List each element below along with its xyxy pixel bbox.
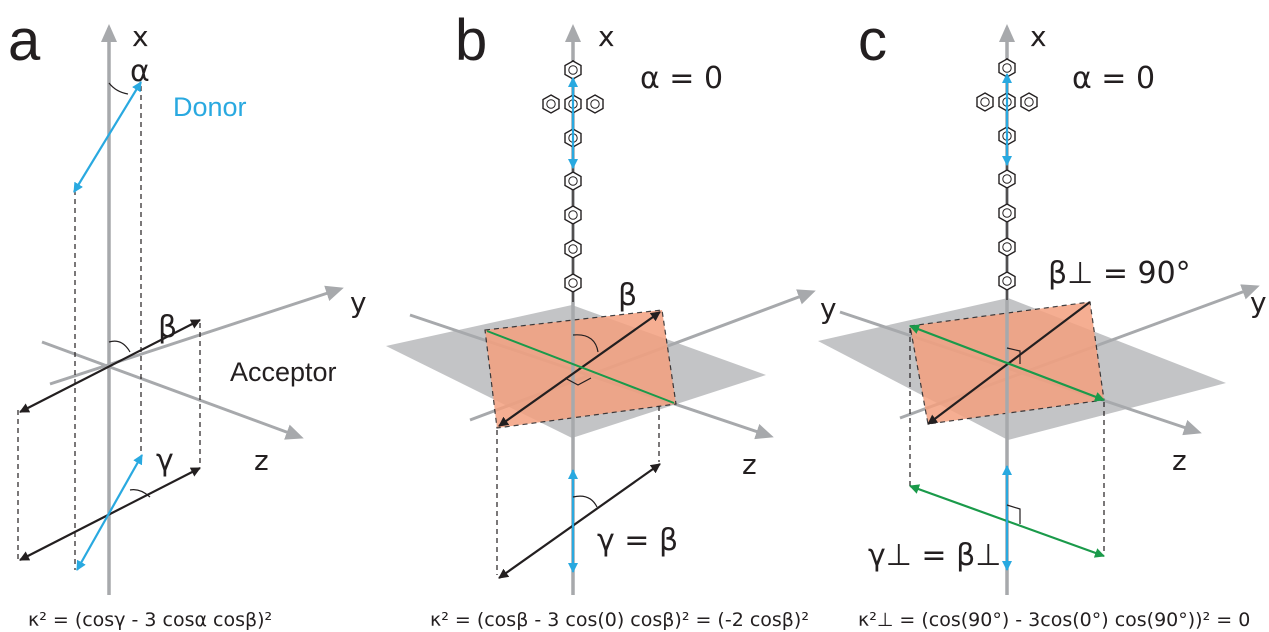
panel-a-alpha-arc bbox=[108, 82, 129, 95]
panel-c-y-label: y bbox=[1250, 286, 1267, 319]
panel-b-acceptor-projection bbox=[498, 463, 661, 579]
panel-b-beta-label: β bbox=[618, 278, 637, 313]
panel-a-x-label: x bbox=[132, 20, 149, 53]
panel-c-beta-eq: β⊥ = 90° bbox=[1048, 256, 1191, 291]
panel-c-right-angle bbox=[1006, 347, 1021, 364]
panel-b-beta-arc bbox=[572, 334, 599, 353]
panel-a-acceptor-arrow bbox=[19, 319, 201, 413]
panel-b-formula: κ² = (cosβ - 3 cos(0) cosβ)² = (-2 cosβ)… bbox=[430, 609, 809, 631]
panel-b-letter: b bbox=[455, 8, 487, 73]
panel-b-z-label: z bbox=[742, 448, 757, 481]
panel-c-letter: c bbox=[858, 8, 887, 73]
panel-c-formula: κ²⊥ = (cos(90°) - 3cos(0°) cos(90°))² = … bbox=[858, 609, 1250, 631]
panel-b-acceptor-arrow bbox=[498, 311, 661, 427]
panel-c-x-label: x bbox=[1030, 20, 1047, 53]
panel-b-y-label: y bbox=[820, 292, 837, 325]
panel-a-donor-projection bbox=[76, 454, 143, 571]
panel-c: c y z x α = 0 β⊥ = 90° γ⊥ = β⊥ bbox=[818, 8, 1267, 631]
panel-a-z-label: z bbox=[254, 444, 269, 477]
panel-a-formula: κ² = (cosγ - 3 cosα cosβ)² bbox=[28, 609, 272, 631]
panel-a-beta-arc bbox=[108, 340, 131, 353]
panel-b-projection-lines bbox=[496, 406, 660, 575]
panel-a-beta-label: β bbox=[158, 310, 177, 345]
panel-a: a x y z α Donor β Acceptor γ κ² = (cosγ … bbox=[8, 8, 367, 631]
panel-c-projection-right-angle bbox=[1006, 504, 1021, 524]
panel-a-y-label: y bbox=[350, 286, 367, 319]
panel-a-donor-label: Donor bbox=[173, 92, 247, 122]
panel-a-donor-arrow bbox=[73, 81, 142, 193]
panel-b-x-label: x bbox=[598, 20, 615, 53]
panel-c-gamma-eq: γ⊥ = β⊥ bbox=[868, 538, 1001, 573]
panel-a-letter: a bbox=[8, 8, 41, 73]
panel-b: b y z x α = 0 β γ = β κ bbox=[386, 8, 837, 631]
panel-a-gamma-arc bbox=[129, 489, 151, 498]
panel-c-z-label: z bbox=[1172, 444, 1187, 477]
panel-b-right-angle bbox=[564, 377, 592, 386]
panel-b-green-line bbox=[486, 330, 675, 404]
panel-c-alpha-eq: α = 0 bbox=[1072, 61, 1155, 96]
panel-b-gamma-eq: γ = β bbox=[597, 523, 678, 558]
panel-a-acceptor-label: Acceptor bbox=[230, 357, 337, 387]
panel-c-acceptor-arrow bbox=[909, 324, 1105, 402]
panel-b-alpha-eq: α = 0 bbox=[640, 61, 723, 96]
panel-a-gamma-label: γ bbox=[156, 443, 174, 478]
panel-a-alpha-label: α bbox=[130, 54, 150, 89]
panel-b-gamma-arc bbox=[572, 495, 598, 508]
